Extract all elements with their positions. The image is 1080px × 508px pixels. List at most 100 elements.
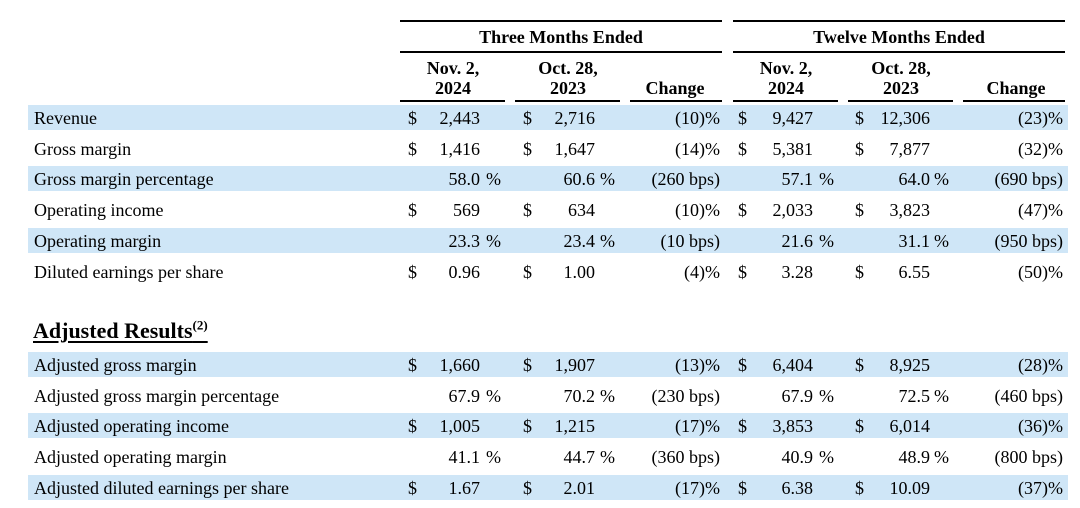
currency-symbol: $ [855,200,864,221]
row-label: Operating income [34,200,164,221]
value-cell: 72.5 [898,385,931,406]
value-cell: 6,014 [889,416,931,437]
currency-symbol: $ [523,108,532,128]
change-cell: (10)% [675,108,720,128]
row-label: Diluted earnings per share [34,261,224,282]
currency-symbol: $ [738,355,747,375]
percent-sign: % [600,385,615,406]
change-cell: (50)% [1018,261,1063,282]
currency-symbol: $ [855,416,864,437]
currency-symbol: $ [408,261,417,282]
currency-symbol: $ [738,416,747,437]
value-cell: 3.28 [781,261,814,282]
change-cell: (36)% [1018,416,1063,437]
value-cell: 67.9 [781,385,814,406]
percent-sign: % [600,447,615,468]
column-header-q-2024: Nov. 2, 2024 [426,58,480,98]
value-cell: 2,033 [772,200,814,221]
currency-symbol: $ [738,138,747,159]
adjusted-results-heading: Adjusted Results(2) [33,317,208,343]
value-cell: 57.1 [781,169,814,190]
value-cell: 12,306 [880,108,931,128]
change-cell: (260 bps) [651,169,721,190]
header-rule-mid-twelve-months [733,51,1065,53]
column-header-q-change: Change [645,78,705,98]
value-cell: 1,416 [439,138,481,159]
change-cell: (950 bps) [994,230,1064,251]
percent-sign: % [819,169,834,190]
currency-symbol: $ [855,108,864,128]
change-cell: (690 bps) [994,169,1064,190]
header-rule-col4 [733,100,838,102]
header-rule-col3 [630,100,722,102]
change-cell: (28)% [1018,355,1063,375]
value-cell: 7,877 [889,138,931,159]
change-cell: (13)% [675,355,720,375]
value-cell: 569 [453,200,480,221]
percent-sign: % [819,385,834,406]
header-rule-col1 [400,100,505,102]
row-label: Adjusted gross margin [34,355,197,375]
change-cell: (230 bps) [651,385,721,406]
currency-symbol: $ [738,477,747,498]
change-cell: (800 bps) [994,447,1064,468]
value-cell: 8,925 [889,355,931,375]
percent-sign: % [600,169,615,190]
currency-symbol: $ [855,477,864,498]
value-cell: 64.0 [898,169,931,190]
currency-symbol: $ [408,416,417,437]
value-cell: 9,427 [772,108,814,128]
row-shade [28,227,1068,253]
currency-symbol: $ [523,200,532,221]
change-cell: (17)% [675,477,720,498]
row-shade [28,474,1068,500]
value-cell: 48.9 [898,447,931,468]
column-header-q-2023: Oct. 28, 2023 [538,58,598,98]
value-cell: 40.9 [781,447,814,468]
currency-symbol: $ [523,261,532,282]
column-header-y-2023: Oct. 28, 2023 [871,58,931,98]
value-cell: 6.38 [781,477,814,498]
percent-sign: % [819,230,834,251]
currency-symbol: $ [855,138,864,159]
header-rule-mid-three-months [400,51,722,53]
value-cell: 21.6 [781,230,814,251]
change-cell: (460 bps) [994,385,1064,406]
percent-sign: % [486,385,501,406]
change-cell: (360 bps) [651,447,721,468]
value-cell: 23.3 [448,230,481,251]
currency-symbol: $ [738,200,747,221]
value-cell: 2,716 [554,108,596,128]
value-cell: 6,404 [772,355,814,375]
percent-sign: % [486,169,501,190]
percent-sign: % [934,447,949,468]
currency-symbol: $ [855,261,864,282]
value-cell: 1,660 [439,355,481,375]
change-cell: (32)% [1018,138,1063,159]
value-cell: 31.1 [898,230,931,251]
header-group-three-months: Three Months Ended [479,27,643,47]
row-label: Revenue [34,108,97,128]
value-cell: 23.4 [563,230,596,251]
currency-symbol: $ [738,261,747,282]
value-cell: 1,215 [554,416,596,437]
row-label: Gross margin [34,138,132,159]
value-cell: 2,443 [439,108,481,128]
header-rule-top-three-months [400,20,722,22]
row-shade [28,413,1068,439]
currency-symbol: $ [408,477,417,498]
value-cell: 6.55 [898,261,931,282]
value-cell: 70.2 [563,385,596,406]
value-cell: 3,853 [772,416,814,437]
row-label: Operating margin [34,230,162,251]
currency-symbol: $ [523,416,532,437]
value-cell: 3,823 [889,200,931,221]
percent-sign: % [819,447,834,468]
value-cell: 1.00 [563,261,596,282]
currency-symbol: $ [523,138,532,159]
change-cell: (37)% [1018,477,1063,498]
value-cell: 44.7 [563,447,596,468]
value-cell: 67.9 [448,385,481,406]
currency-symbol: $ [408,108,417,128]
header-rule-top-twelve-months [733,20,1065,22]
